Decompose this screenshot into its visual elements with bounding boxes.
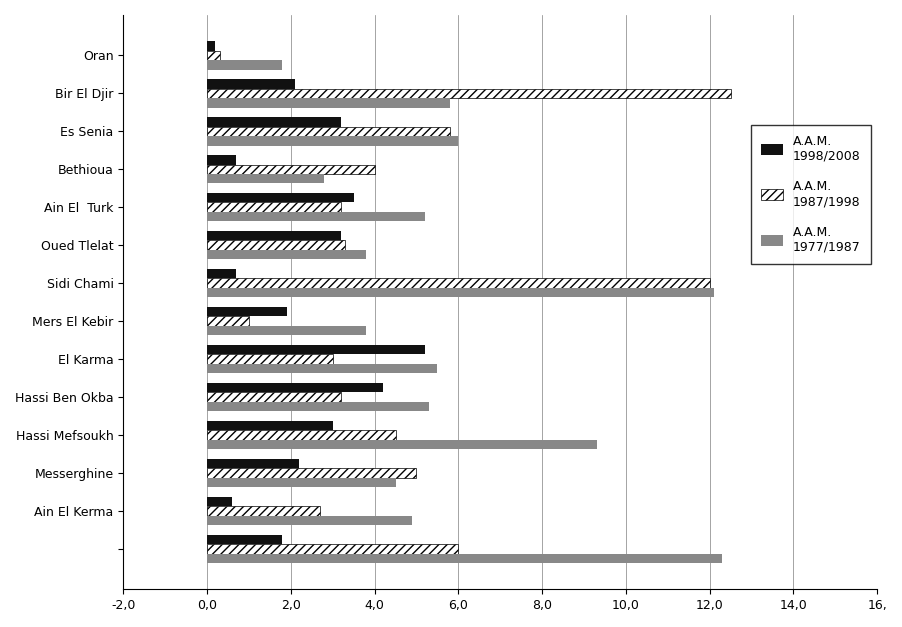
Bar xyxy=(207,88,731,98)
Bar xyxy=(207,430,396,440)
Bar xyxy=(207,231,341,240)
Bar xyxy=(207,155,236,164)
Bar xyxy=(207,317,249,326)
Bar xyxy=(207,288,713,297)
Bar xyxy=(207,506,320,516)
Bar xyxy=(207,478,396,487)
Bar xyxy=(207,354,333,364)
Bar xyxy=(207,164,374,174)
Bar xyxy=(207,269,236,278)
Bar xyxy=(207,203,341,212)
Bar xyxy=(207,516,412,525)
Bar xyxy=(207,421,333,430)
Bar xyxy=(207,364,437,373)
Bar xyxy=(207,212,425,221)
Bar xyxy=(207,98,450,108)
Bar xyxy=(207,402,429,411)
Bar xyxy=(207,554,723,563)
Bar xyxy=(207,136,458,145)
Bar xyxy=(207,240,345,250)
Bar xyxy=(207,307,287,317)
Bar xyxy=(207,383,383,393)
Bar xyxy=(207,345,425,354)
Bar xyxy=(207,459,299,468)
Bar xyxy=(207,535,282,544)
Bar xyxy=(207,497,232,506)
Bar xyxy=(207,117,341,127)
Bar xyxy=(207,544,458,554)
Bar xyxy=(207,250,366,260)
Bar xyxy=(207,468,417,478)
Bar xyxy=(207,326,366,335)
Bar xyxy=(207,278,710,288)
Bar xyxy=(207,440,596,450)
Bar xyxy=(207,127,450,136)
Bar xyxy=(207,51,220,60)
Bar xyxy=(207,193,354,203)
Bar xyxy=(207,60,282,70)
Bar xyxy=(207,393,341,402)
Bar xyxy=(207,174,325,184)
Bar xyxy=(207,79,295,88)
Legend: A.A.M.
1998/2008, A.A.M.
1987/1998, A.A.M.
1977/1987: A.A.M. 1998/2008, A.A.M. 1987/1998, A.A.… xyxy=(750,125,870,263)
Bar xyxy=(207,41,216,51)
